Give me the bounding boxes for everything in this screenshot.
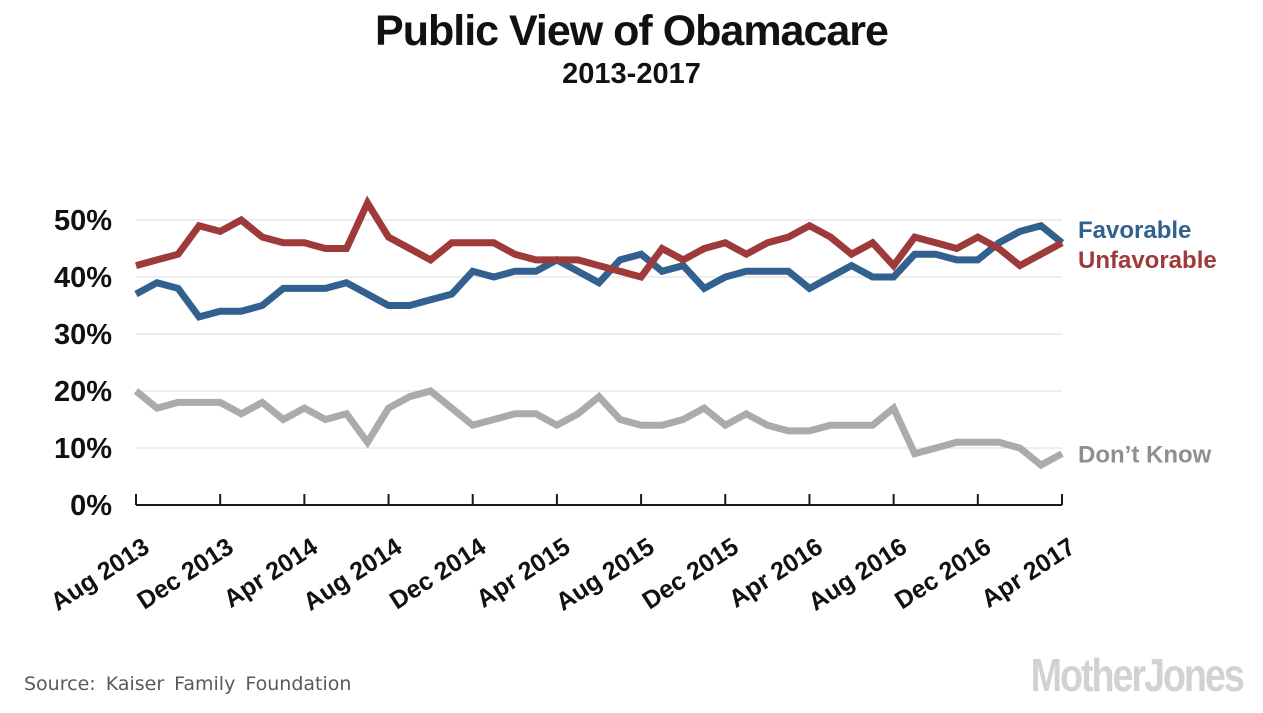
x-axis-label: Dec 2016 — [890, 533, 996, 616]
don-t-know-line — [133, 387, 1064, 470]
legend-label: Favorable — [1078, 217, 1191, 244]
y-axis-label: 20% — [54, 376, 112, 408]
y-axis-label: 0% — [70, 490, 112, 522]
x-axis-label: Dec 2015 — [637, 533, 743, 616]
y-axis-label: 40% — [54, 262, 112, 294]
legend-label: Don’t Know — [1078, 442, 1212, 469]
y-axis-label: 30% — [54, 319, 112, 351]
x-axis-label: Apr 2017 — [976, 533, 1080, 614]
motherjones-logo: MotherJones — [1030, 649, 1245, 701]
y-axis-label: 10% — [54, 433, 112, 465]
y-axis-label: 50% — [54, 205, 112, 237]
favorable-line — [134, 221, 1065, 321]
chart-subtitle: 2013-2017 — [562, 58, 701, 91]
title-block: Public View of Obamacare 2013-2017 — [0, 7, 1263, 91]
source-caption: Source: Kaiser Family Foundation — [24, 673, 352, 695]
chart-title: Public View of Obamacare — [375, 7, 889, 55]
x-axis-label: Dec 2013 — [132, 533, 238, 616]
legend-label: Unfavorable — [1078, 247, 1217, 274]
x-axis-label: Dec 2014 — [385, 533, 491, 616]
x-axis-label: Aug 2013 — [46, 533, 154, 617]
unfavorable-line — [135, 195, 1064, 282]
